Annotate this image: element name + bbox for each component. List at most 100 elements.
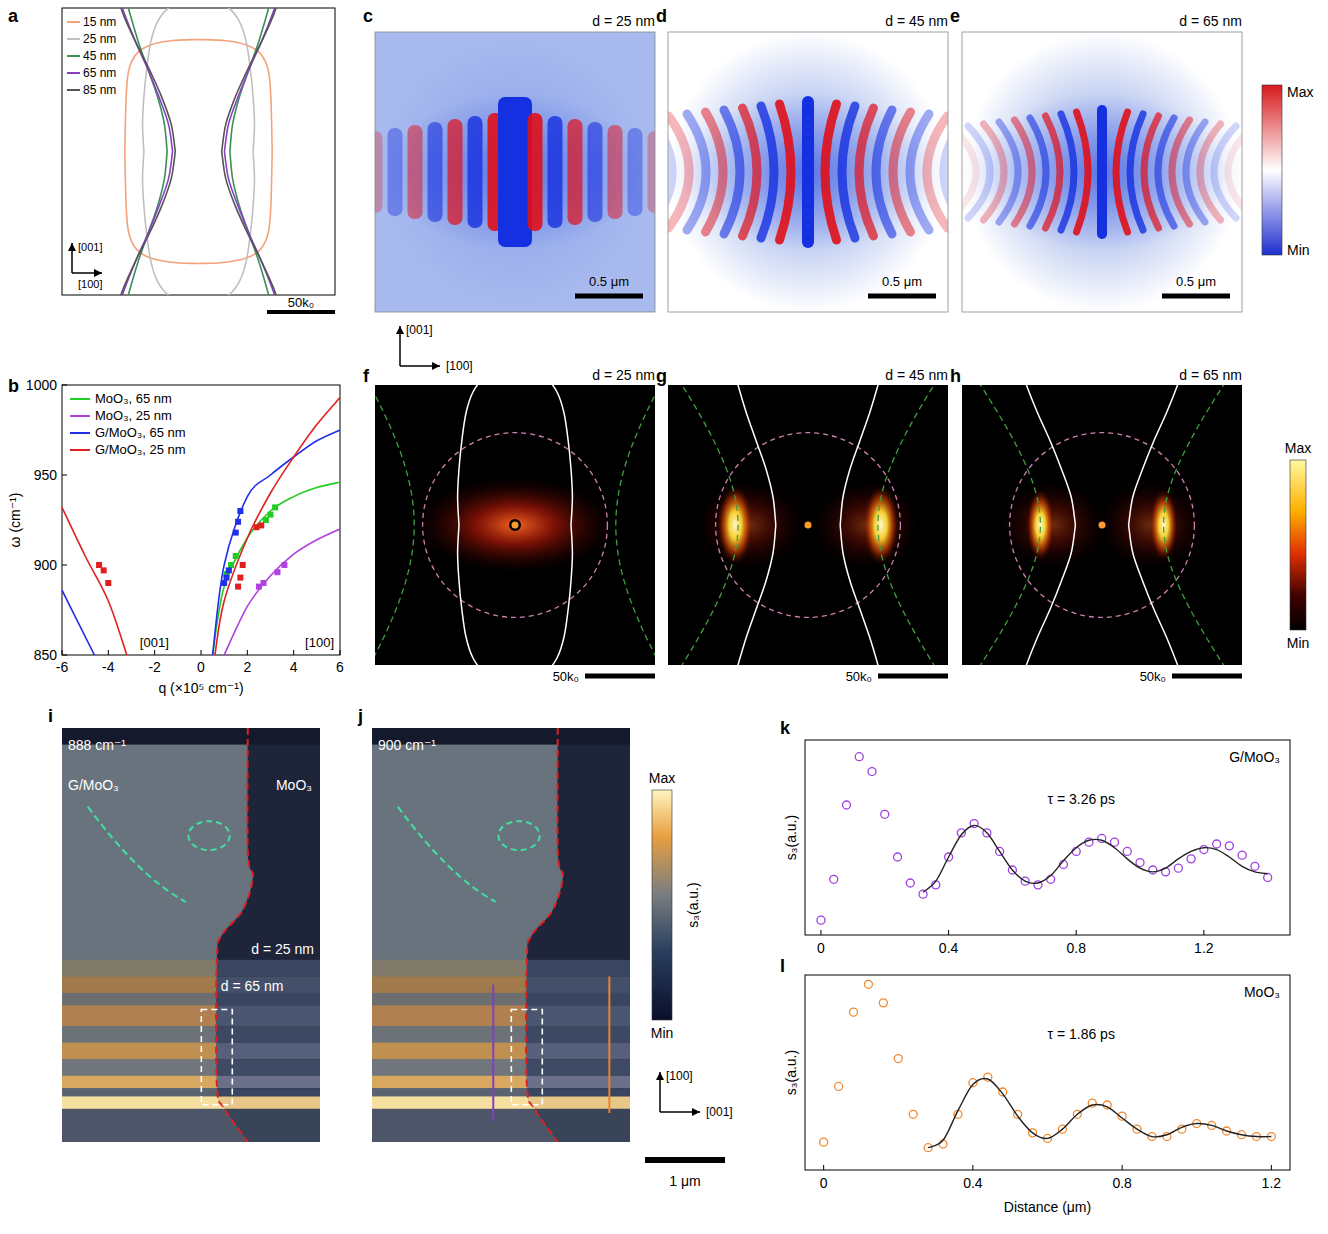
x-tick-label: 0 [817, 940, 825, 956]
snom-band [372, 976, 630, 993]
x-tick [62, 650, 63, 655]
field-glow [976, 94, 1228, 251]
scale-bar [585, 674, 655, 679]
fit-line [928, 1078, 1271, 1147]
measured-point [272, 504, 278, 510]
snom-band [372, 1076, 630, 1088]
measured-point [281, 562, 287, 568]
light-cone-circle [1010, 433, 1195, 618]
hyperbola-guide [962, 385, 1040, 665]
snom-band [372, 1059, 630, 1076]
defect-ellipse [188, 821, 229, 850]
x-tick-label: 0.8 [1112, 1175, 1132, 1191]
field-fringe [687, 114, 706, 230]
field-fringe [1228, 128, 1242, 216]
scale-bar [575, 294, 643, 299]
profile-point [820, 1138, 828, 1146]
measured-point [240, 562, 246, 568]
x-axis-title: Distance (μm) [1004, 1199, 1091, 1215]
x-tick [948, 930, 949, 935]
fft-intensity [695, 480, 805, 570]
profile-point [879, 999, 887, 1007]
x-axis-title: q (×10⁵ cm⁻¹) [158, 680, 243, 696]
fft-background [375, 385, 655, 665]
fft-map [962, 385, 1242, 665]
dispersion-line [62, 430, 340, 655]
defect-line [88, 807, 186, 902]
scale-bar-label: 50k₀ [846, 669, 872, 684]
legend-line [67, 55, 80, 57]
x-tick [820, 930, 821, 935]
zoom-box [201, 1010, 232, 1105]
snom-band [62, 1088, 320, 1096]
fft-intensity [1150, 489, 1178, 561]
legend-label: 45 nm [83, 49, 116, 63]
graphene-region [372, 728, 630, 1142]
y-tick [62, 475, 67, 476]
snom-band [372, 1088, 630, 1096]
snom-band [62, 976, 320, 993]
snom-band [372, 993, 630, 1005]
dispersion-line [62, 398, 340, 655]
profile-line [492, 985, 494, 1122]
field-fringe [448, 119, 463, 225]
snom-band [372, 960, 630, 977]
axis-direction: [001] [78, 241, 102, 253]
fft-map [375, 385, 655, 665]
field-fringe [842, 106, 855, 238]
field-fringe [568, 119, 583, 225]
scale-bar-label: 50k₀ [553, 669, 579, 684]
snom-region [372, 728, 630, 1142]
snom-band [372, 993, 630, 1005]
legend-label: G/MoO₃, 25 nm [95, 442, 186, 457]
axis-direction: [100] [446, 359, 473, 373]
profile-point [1238, 851, 1246, 859]
center-dot [805, 522, 812, 529]
snom-band [62, 1096, 320, 1108]
arrow-head [656, 1072, 664, 1080]
field-fringe [408, 125, 423, 219]
frequency-label: 888 cm⁻¹ [68, 737, 126, 753]
scale-bar [1172, 674, 1242, 679]
y-axis-title: s₃(a.u.) [783, 1050, 799, 1095]
plot-frame [805, 740, 1290, 935]
field-background [962, 32, 1242, 312]
panel-title: d = 45 nm [885, 367, 948, 383]
legend-label: G/MoO₃, 65 nm [95, 425, 186, 440]
profile-point [1149, 866, 1157, 874]
profile-point [906, 879, 914, 887]
snom-band [372, 1109, 630, 1142]
panel-letter: b [8, 376, 19, 396]
x-tick [247, 650, 248, 655]
arrow-head [68, 243, 76, 251]
hyperbola-guide [616, 385, 655, 665]
snom-band [62, 1109, 320, 1142]
measured-point [233, 530, 239, 536]
field-fringe [628, 128, 643, 216]
snom-band [372, 1096, 630, 1108]
field-map [962, 32, 1242, 312]
field-fringe [468, 116, 483, 228]
field-fringe [528, 113, 543, 231]
field-fringe [984, 124, 1005, 220]
axis-direction: [100] [78, 278, 102, 290]
defect-line [398, 807, 496, 902]
hyperbola-guide [668, 385, 738, 665]
legend-line [67, 38, 80, 40]
colorbar [1262, 85, 1282, 255]
x-tick-label: 0 [197, 659, 205, 675]
panel-letter: k [780, 718, 791, 738]
panel-frame [668, 32, 948, 312]
snom-band [62, 1043, 320, 1060]
fft-intensity [811, 480, 921, 570]
field-fringe [780, 104, 792, 240]
field-fringe [999, 122, 1018, 222]
field-fringe [962, 128, 976, 216]
x-tick [1271, 1165, 1272, 1170]
profile-point [1264, 873, 1272, 881]
annotation: τ = 3.26 ps [1048, 791, 1115, 807]
center-dot [512, 522, 519, 529]
hyperbola-guide [375, 385, 414, 665]
fit-line [923, 825, 1268, 892]
legend-line [70, 449, 90, 451]
